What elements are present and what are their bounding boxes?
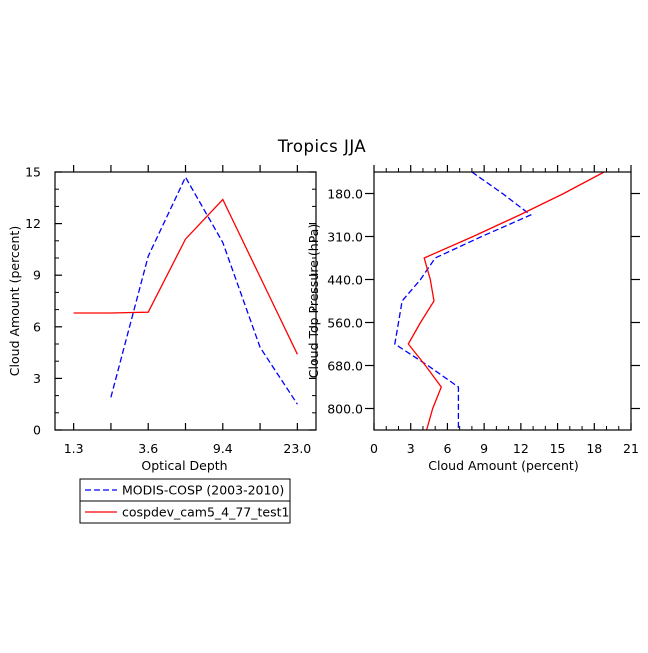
x-axis-title-right: Cloud Amount (percent) (428, 458, 578, 473)
x-tick-label: 18 (586, 441, 602, 456)
x-tick-label: 12 (513, 441, 529, 456)
series-line-modis-left (110, 175, 298, 405)
y-tick-label: 180.0 (327, 187, 363, 202)
optical-depth-panel: 0 3 6 9 12 15 1.3 3.6 9.4 23.0 Optical Depth Cloud … (7, 165, 317, 473)
y-tick-label: 310.0 (327, 230, 363, 245)
y-tick-label: 680.0 (327, 359, 363, 374)
x-tick-label: 1.3 (64, 441, 84, 456)
y-tick-label: 15 (25, 165, 41, 180)
y-axis-title-left: Cloud Amount (percent) (7, 226, 22, 376)
x-tick-label: 9 (480, 441, 488, 456)
y-tick-label: 800.0 (327, 402, 363, 417)
series-line-modis-right (394, 172, 532, 430)
x-tick-label: 21 (623, 441, 639, 456)
y-axis-title-right: Cloud Top Pressure (hPa) (306, 224, 321, 378)
y-tick-label: 12 (25, 216, 41, 231)
y-tick-label: 9 (33, 268, 41, 283)
series-line-model-left (73, 198, 298, 355)
y-tick-label: 440.0 (327, 273, 363, 288)
figure-title: Tropics JJA (277, 137, 367, 156)
x-tick-label: 3.6 (138, 441, 158, 456)
x-tick-label: 15 (550, 441, 566, 456)
x-tick-label: 3 (407, 441, 415, 456)
y-tick-label: 3 (33, 371, 41, 386)
series-line-model-right (407, 172, 605, 430)
y-tick-label: 6 (33, 319, 41, 334)
legend: MODIS-COSP (2003-2010) cospdev_cam5_4_77_… (79, 478, 291, 524)
pressure-profile-panel: 0 3 6 9 12 15 18 21 180.0 310.0 440.0 560.0 680.0 800… (306, 165, 640, 473)
y-tick-label: 560.0 (327, 316, 363, 331)
x-tick-label: 23.0 (283, 441, 311, 456)
legend-label-model: cospdev_cam5_4_77_test1 (122, 505, 289, 520)
legend-label-modis: MODIS-COSP (2003-2010) (122, 483, 284, 498)
x-tick-label: 9.4 (213, 441, 233, 456)
x-axis-title-left: Optical Depth (141, 458, 227, 473)
x-tick-label: 0 (370, 441, 378, 456)
x-tick-label: 6 (443, 441, 451, 456)
plot-frame-right (373, 171, 632, 431)
y-tick-label: 0 (33, 423, 41, 438)
